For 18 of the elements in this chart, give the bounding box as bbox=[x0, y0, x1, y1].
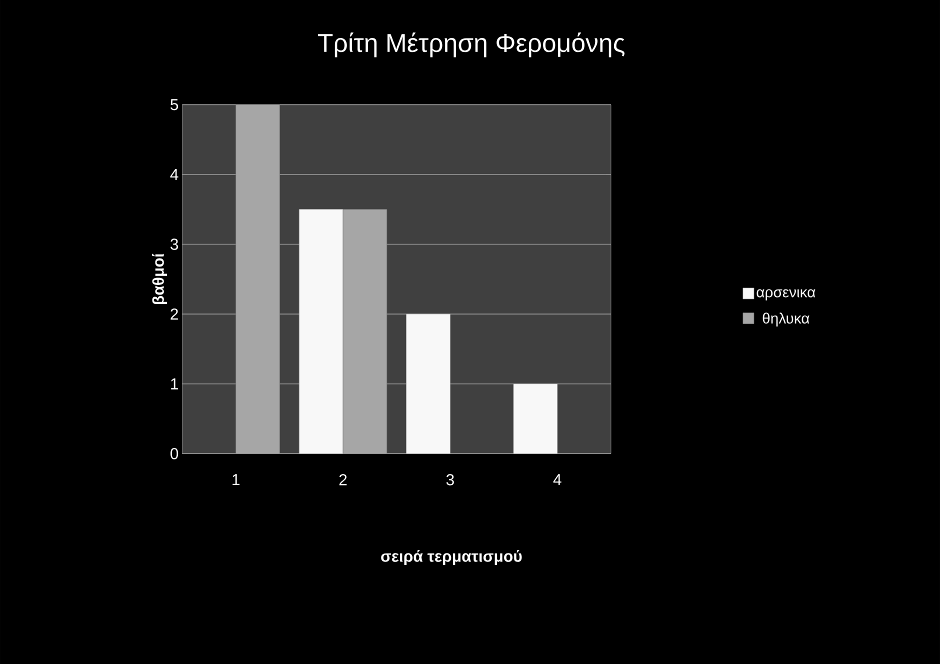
bar bbox=[513, 384, 558, 454]
bar bbox=[298, 209, 344, 454]
y-tick-label: 0 bbox=[170, 448, 178, 460]
bar bbox=[406, 314, 450, 454]
y-tick-label: 4 bbox=[170, 168, 178, 180]
legend-label: θηλυκα bbox=[762, 312, 810, 327]
x-tick-label: 2 bbox=[339, 474, 347, 486]
x-tick-label: 4 bbox=[553, 474, 562, 486]
x-tick-label: 3 bbox=[446, 474, 454, 486]
y-tick-label: 5 bbox=[170, 99, 178, 110]
legend-label: αρσενικα bbox=[756, 289, 816, 300]
y-tick-label: 3 bbox=[170, 238, 178, 250]
chart-title: Τρίτη Μέτρηση Φερομόνης bbox=[318, 32, 624, 58]
y-tick-label: 1 bbox=[171, 378, 178, 390]
y-axis-title: βαθμοί bbox=[152, 254, 168, 304]
x-tick-label: 1 bbox=[232, 474, 240, 486]
x-axis-title: σειρά τερματισμού bbox=[381, 550, 522, 566]
y-tick-label: 2 bbox=[170, 308, 178, 320]
